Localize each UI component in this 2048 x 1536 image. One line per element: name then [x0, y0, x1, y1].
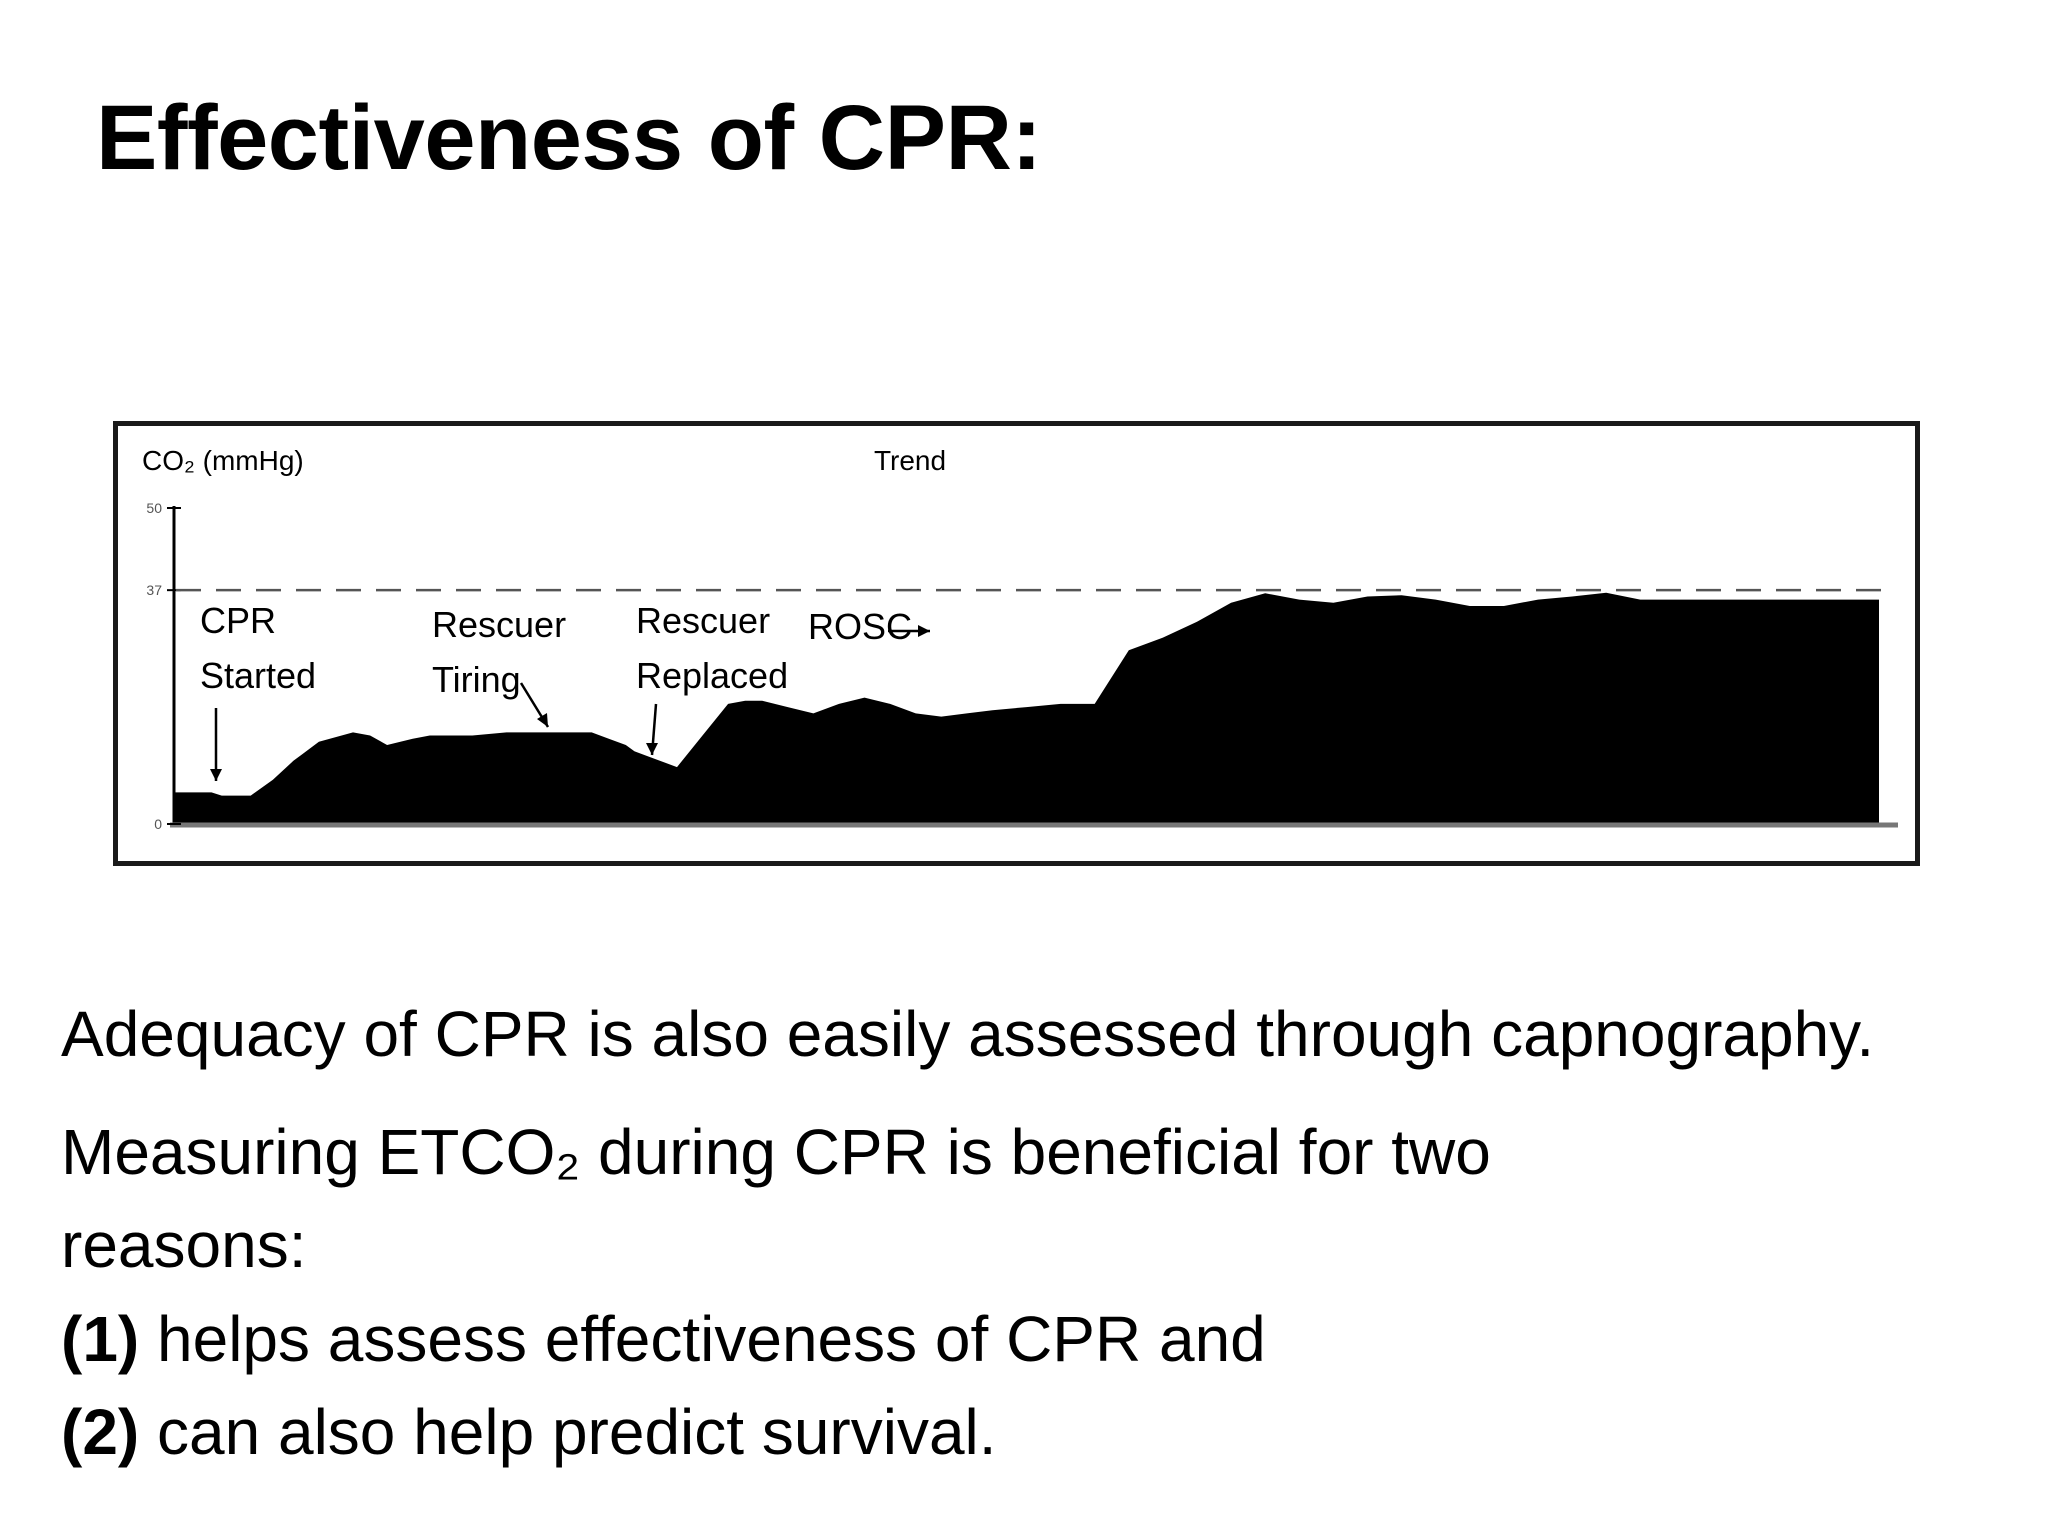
- annotation-cpr-started-line-2: Started: [200, 655, 316, 696]
- chart-canvas: 50 37 0 CO₂ (mmHg) Trend CPR Started Rescuer T…: [142, 445, 1898, 832]
- annotation-rescuer-tiring: Rescuer Tiring: [432, 604, 566, 728]
- co2-trend-area: [174, 592, 1879, 824]
- body-line-etco2-part-a: Measuring ETCO: [61, 1116, 556, 1188]
- reason-item-2: (2) can also help predict survival.: [61, 1400, 2021, 1464]
- reason-item-1-number: (1): [61, 1303, 140, 1375]
- y-axis-label: CO₂ (mmHg): [142, 445, 304, 476]
- body-line-etco2: Measuring ETCO₂ during CPR is beneficial…: [61, 1120, 2021, 1184]
- annotation-rescuer-replaced-line-1: Rescuer: [636, 600, 770, 641]
- annotation-rescuer-tiring-line-2: Tiring: [432, 659, 521, 700]
- y-tick-label-0: 0: [154, 816, 162, 832]
- y-tick-label-37: 37: [146, 582, 162, 598]
- reason-item-1-text: helps assess effectiveness of CPR and: [139, 1303, 1266, 1375]
- annotation-cpr-started-line-1: CPR: [200, 600, 276, 641]
- annotation-rosc-line-1: ROSC: [808, 606, 912, 647]
- annotation-rescuer-replaced-line-2: Replaced: [636, 655, 788, 696]
- reason-item-1: (1) helps assess effectiveness of CPR an…: [61, 1307, 2021, 1371]
- y-tick-label-50: 50: [146, 500, 162, 516]
- capnography-trend-chart: 50 37 0 CO₂ (mmHg) Trend CPR Started Rescuer T…: [113, 421, 1920, 866]
- annotation-rosc: ROSC: [808, 606, 930, 647]
- annotation-rosc-arrowhead: [918, 625, 930, 637]
- annotation-rescuer-tiring-line-1: Rescuer: [432, 604, 566, 645]
- chart-title: Trend: [874, 445, 946, 476]
- slide-title: Effectiveness of CPR:: [96, 87, 1042, 189]
- subscript-two: ₂: [555, 1116, 581, 1188]
- body-line-adequacy-text: Adequacy of CPR is also easily assessed …: [61, 998, 1875, 1070]
- body-line-etco2-part-b: during CPR is beneficial for two: [580, 1116, 1491, 1188]
- reason-item-2-number: (2): [61, 1396, 140, 1468]
- body-line-adequacy: Adequacy of CPR is also easily assessed …: [61, 1002, 2021, 1066]
- annotation-rescuer-tiring-arrowhead: [537, 713, 548, 727]
- annotation-cpr-started: CPR Started: [200, 600, 316, 781]
- annotation-cpr-started-arrowhead: [210, 769, 222, 781]
- reason-item-2-text: can also help predict survival.: [139, 1396, 997, 1468]
- annotation-rescuer-replaced: Rescuer Replaced: [636, 600, 788, 756]
- annotation-rescuer-replaced-arrowhead: [646, 743, 658, 755]
- body-line-reasons: reasons:: [61, 1213, 2021, 1277]
- body-line-reasons-text: reasons:: [61, 1209, 307, 1281]
